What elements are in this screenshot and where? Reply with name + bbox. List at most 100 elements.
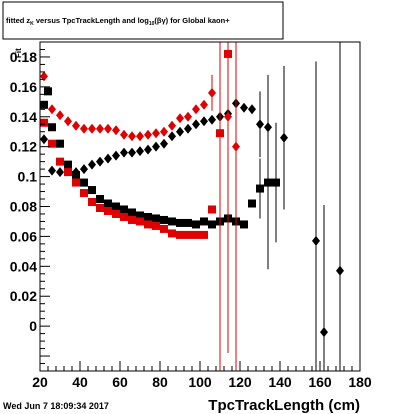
data-point-diamond	[48, 104, 56, 115]
data-point-square	[248, 199, 256, 208]
data-point-diamond	[120, 129, 128, 140]
data-point-square	[44, 87, 52, 96]
data-point-square	[96, 203, 104, 212]
data-point-diamond	[184, 123, 192, 134]
data-point-square	[200, 230, 208, 239]
data-point-square	[152, 221, 160, 230]
date-stamp: Wed Jun 7 18:09:34 2017	[3, 401, 109, 411]
y-tick-label: 0.12	[10, 139, 37, 155]
data-point-square	[88, 186, 96, 195]
data-point-square	[64, 168, 72, 177]
data-point-square	[184, 230, 192, 239]
y-axis-label: Fit	[14, 48, 23, 58]
data-point-square	[120, 212, 128, 221]
data-point-square	[104, 199, 112, 208]
chart-title: fitted zK versus TpcTrackLength and log1…	[6, 16, 230, 27]
data-point-square	[72, 171, 80, 180]
data-point-square	[136, 217, 144, 226]
data-point-diamond	[192, 104, 200, 115]
data-point-diamond	[96, 123, 104, 134]
x-axis-label: TpcTrackLength (cm)	[208, 397, 360, 414]
data-point-diamond	[248, 104, 256, 115]
data-point-diamond	[336, 265, 344, 276]
data-point-square	[192, 230, 200, 239]
data-point-square	[272, 178, 280, 187]
data-point-diamond	[232, 141, 240, 152]
x-tick-label: 100	[188, 374, 212, 390]
data-point-square	[120, 205, 128, 214]
data-point-square	[80, 178, 88, 187]
data-point-diamond	[168, 131, 176, 142]
data-point-square	[128, 208, 136, 217]
data-point-diamond	[240, 102, 248, 113]
data-point-diamond	[144, 129, 152, 140]
data-point-square	[40, 100, 48, 109]
data-point-diamond	[208, 114, 216, 125]
data-point-square	[64, 160, 72, 169]
data-point-diamond	[56, 110, 64, 121]
data-point-diamond	[136, 146, 144, 157]
data-point-square	[160, 215, 168, 224]
data-point-diamond	[152, 141, 160, 152]
data-point-square	[184, 218, 192, 227]
data-point-diamond	[112, 125, 120, 136]
x-tick-label: 120	[228, 374, 252, 390]
data-point-diamond	[200, 116, 208, 127]
x-tick-label: 20	[32, 374, 48, 390]
data-point-diamond	[104, 123, 112, 134]
data-point-square	[208, 220, 216, 229]
data-marks	[40, 42, 344, 371]
y-tick-label: 0.1	[18, 169, 38, 185]
data-point-square	[264, 178, 272, 187]
data-point-square	[40, 118, 48, 127]
data-point-square	[88, 198, 96, 207]
data-point-square	[144, 212, 152, 221]
data-point-diamond	[88, 123, 96, 134]
data-point-diamond	[136, 131, 144, 142]
data-point-square	[152, 214, 160, 223]
data-point-square	[128, 215, 136, 224]
data-point-diamond	[152, 128, 160, 139]
y-tick-label: 0.16	[10, 79, 37, 95]
data-point-square	[208, 205, 216, 214]
data-point-diamond	[56, 167, 64, 178]
data-point-diamond	[64, 116, 72, 127]
data-point-diamond	[256, 119, 264, 130]
data-point-diamond	[80, 123, 88, 134]
data-point-square	[216, 129, 224, 138]
data-point-diamond	[192, 119, 200, 130]
data-point-diamond	[48, 165, 56, 176]
data-point-square	[96, 195, 104, 204]
data-point-diamond	[168, 120, 176, 131]
data-point-diamond	[312, 235, 320, 246]
y-tick-label: 0.06	[10, 228, 37, 244]
data-point-diamond	[88, 159, 96, 170]
data-point-diamond	[184, 111, 192, 122]
data-point-diamond	[128, 147, 136, 158]
x-tick-label: 180	[348, 374, 372, 390]
data-point-diamond	[128, 131, 136, 142]
data-point-diamond	[200, 99, 208, 110]
y-tick-label: 0.14	[10, 109, 37, 125]
y-tick-label: 0.02	[10, 288, 37, 304]
data-point-square	[200, 217, 208, 226]
data-point-square	[240, 220, 248, 229]
data-point-square	[72, 178, 80, 187]
data-point-square	[112, 209, 120, 218]
x-tick-label: 140	[268, 374, 292, 390]
data-point-square	[136, 211, 144, 220]
data-point-square	[56, 157, 64, 166]
x-tick-label: 160	[308, 374, 332, 390]
data-point-square	[192, 220, 200, 229]
data-point-diamond	[72, 120, 80, 131]
plot-frame	[39, 41, 361, 372]
data-point-square	[224, 49, 232, 58]
data-point-diamond	[176, 126, 184, 137]
data-point-square	[112, 202, 120, 211]
y-tick-label: 0.08	[10, 199, 37, 215]
data-point-square	[168, 217, 176, 226]
data-point-diamond	[320, 327, 328, 338]
data-point-square	[56, 139, 64, 148]
data-point-square	[160, 224, 168, 233]
